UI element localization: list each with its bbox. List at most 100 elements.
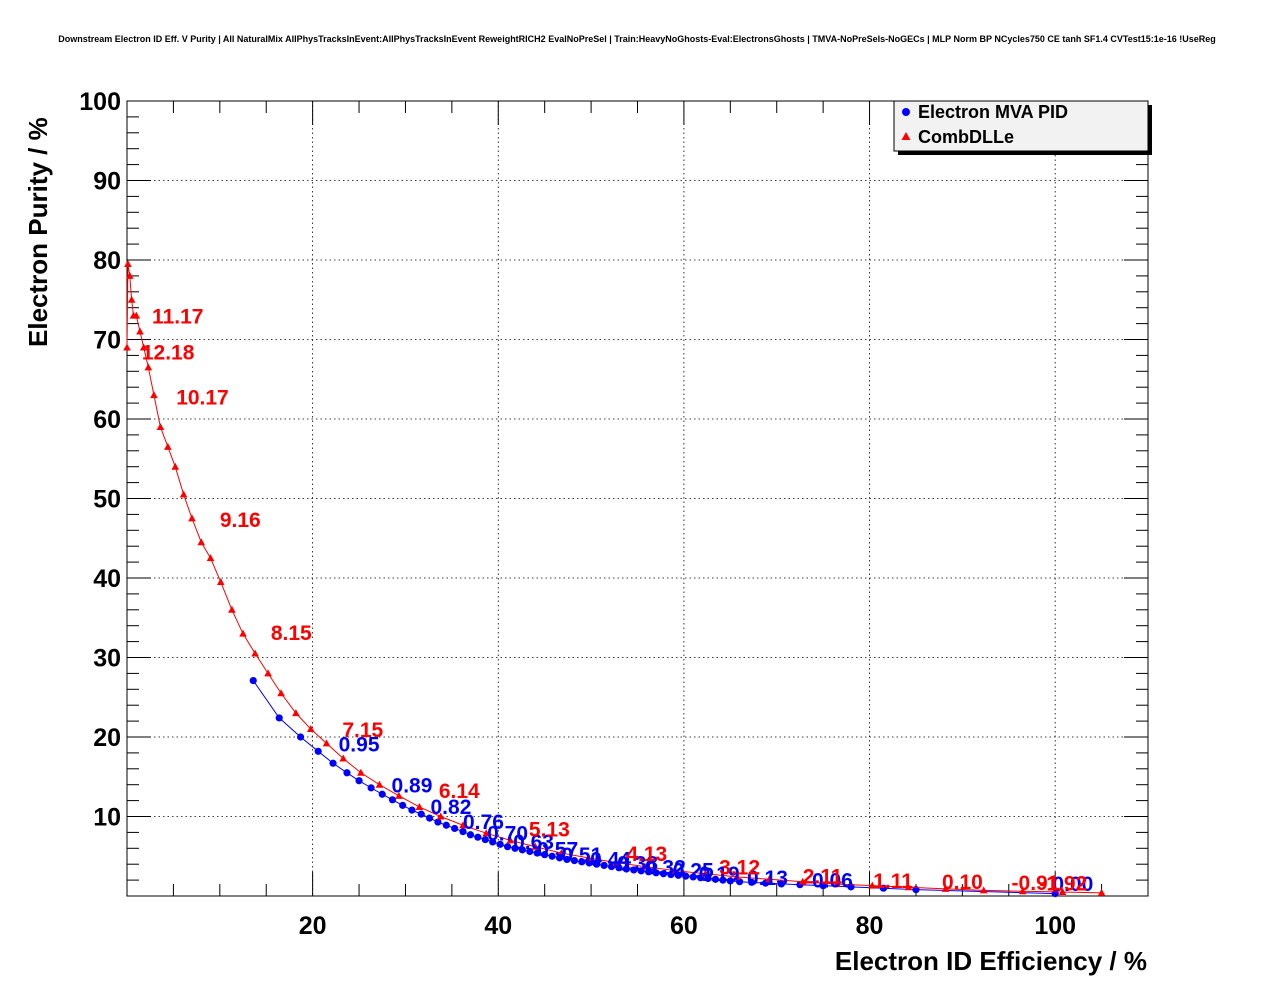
x-tick-label: 40 bbox=[484, 912, 512, 940]
data-point bbox=[689, 873, 697, 881]
data-point bbox=[179, 490, 188, 498]
data-point bbox=[249, 676, 257, 685]
data-label: 0.10 bbox=[942, 871, 983, 894]
data-point bbox=[726, 877, 734, 885]
data-point bbox=[481, 835, 489, 844]
data-point bbox=[833, 880, 841, 888]
data-point bbox=[171, 462, 180, 470]
data-point bbox=[417, 810, 425, 818]
data-label: 0.57 bbox=[537, 838, 578, 861]
legend: Electron MVA PID CombDLLe bbox=[893, 100, 1152, 155]
data-point bbox=[459, 821, 467, 829]
data-point bbox=[645, 868, 653, 876]
chart-title: Downstream Electron ID Eff. V Purity | A… bbox=[58, 34, 1216, 44]
data-label: 3.12 bbox=[719, 857, 760, 880]
data-point bbox=[296, 733, 305, 741]
data-point bbox=[124, 259, 132, 267]
data-label: 0.82 bbox=[431, 796, 472, 819]
data-point bbox=[322, 739, 331, 747]
axis-ticks: 20 40 60 80 100 10 20 30 40 50 60 70 80 90 100 bbox=[79, 88, 1148, 940]
x-tick-label: 60 bbox=[670, 912, 698, 940]
x-tick-label: 80 bbox=[856, 912, 884, 940]
data-label: 0.13 bbox=[747, 867, 788, 890]
data-point bbox=[503, 843, 512, 851]
data-point bbox=[489, 838, 497, 846]
data-point bbox=[127, 295, 136, 303]
data-point bbox=[868, 881, 877, 889]
data-label: 0.06 bbox=[812, 869, 853, 892]
data-label: 2.11 bbox=[803, 865, 843, 888]
x-tick-label: 100 bbox=[1034, 912, 1076, 940]
data-point bbox=[777, 880, 785, 888]
legend-entry-dlle: CombDLLe bbox=[918, 127, 1014, 147]
data-point bbox=[139, 343, 148, 351]
data-point bbox=[518, 846, 527, 854]
data-point bbox=[548, 852, 556, 860]
data-label: 8.15 bbox=[271, 622, 312, 645]
data-point bbox=[136, 327, 144, 335]
data-point bbox=[563, 855, 571, 864]
data-point bbox=[306, 725, 315, 733]
series-line-0 bbox=[252, 680, 1056, 895]
data-point bbox=[506, 836, 515, 844]
data-point bbox=[436, 812, 445, 820]
data-point bbox=[819, 882, 827, 890]
data-point bbox=[511, 844, 519, 852]
data-point bbox=[904, 883, 913, 891]
data-label: 4.13 bbox=[626, 843, 667, 866]
grid bbox=[127, 100, 1148, 896]
data-label: 11.17 bbox=[152, 306, 203, 329]
data-label: 0.19 bbox=[699, 863, 740, 886]
y-tick-label: 100 bbox=[79, 88, 121, 116]
data-point bbox=[600, 861, 608, 869]
data-label: -0.91 bbox=[1012, 872, 1060, 895]
legend-entry-mva: Electron MVA PID bbox=[918, 102, 1068, 122]
data-point bbox=[415, 802, 424, 810]
data-label: 0.32 bbox=[645, 857, 686, 880]
data-point bbox=[442, 821, 450, 829]
data-point bbox=[264, 669, 272, 677]
data-point bbox=[378, 790, 386, 798]
y-tick-label: 60 bbox=[93, 406, 121, 434]
data-point bbox=[659, 870, 668, 878]
data-point bbox=[474, 833, 482, 841]
data-point bbox=[652, 869, 660, 877]
data-point bbox=[123, 343, 131, 351]
data-label: -1.92 bbox=[1039, 872, 1087, 895]
data-point bbox=[388, 796, 397, 804]
y-tick-label: 90 bbox=[93, 168, 121, 196]
x-axis-label: Electron ID Efficiency / % bbox=[835, 946, 1147, 976]
data-label: 6.14 bbox=[439, 780, 480, 803]
data-point bbox=[1097, 888, 1106, 896]
y-axis-label: Electron Purity / % bbox=[23, 117, 53, 347]
data-point bbox=[748, 878, 756, 886]
data-point bbox=[132, 311, 141, 319]
data-label: 9.16 bbox=[220, 509, 261, 532]
legend-box bbox=[893, 100, 1149, 152]
data-point bbox=[593, 860, 601, 868]
x-tick-label: 20 bbox=[299, 912, 327, 940]
data-point bbox=[622, 865, 630, 873]
data-point bbox=[466, 831, 475, 839]
data-point bbox=[314, 747, 322, 755]
y-tick-label: 10 bbox=[93, 804, 121, 832]
data-point bbox=[570, 857, 578, 865]
data-point bbox=[557, 849, 566, 857]
data-label: 0.44 bbox=[590, 849, 631, 872]
data-point bbox=[451, 824, 459, 833]
legend-marker-dlle bbox=[901, 132, 911, 140]
data-point bbox=[425, 814, 434, 822]
y-tick-label: 30 bbox=[93, 645, 121, 673]
data-label: 5.13 bbox=[529, 818, 570, 841]
data-point bbox=[343, 769, 351, 777]
data-label: 0.25 bbox=[673, 860, 714, 883]
data-point bbox=[144, 363, 153, 371]
data-point bbox=[641, 862, 649, 870]
data-label: 0.76 bbox=[463, 811, 504, 834]
data-point bbox=[292, 709, 300, 717]
data-point bbox=[277, 689, 285, 697]
data-point bbox=[765, 875, 774, 883]
data-point bbox=[719, 876, 727, 884]
data-point bbox=[701, 869, 710, 877]
